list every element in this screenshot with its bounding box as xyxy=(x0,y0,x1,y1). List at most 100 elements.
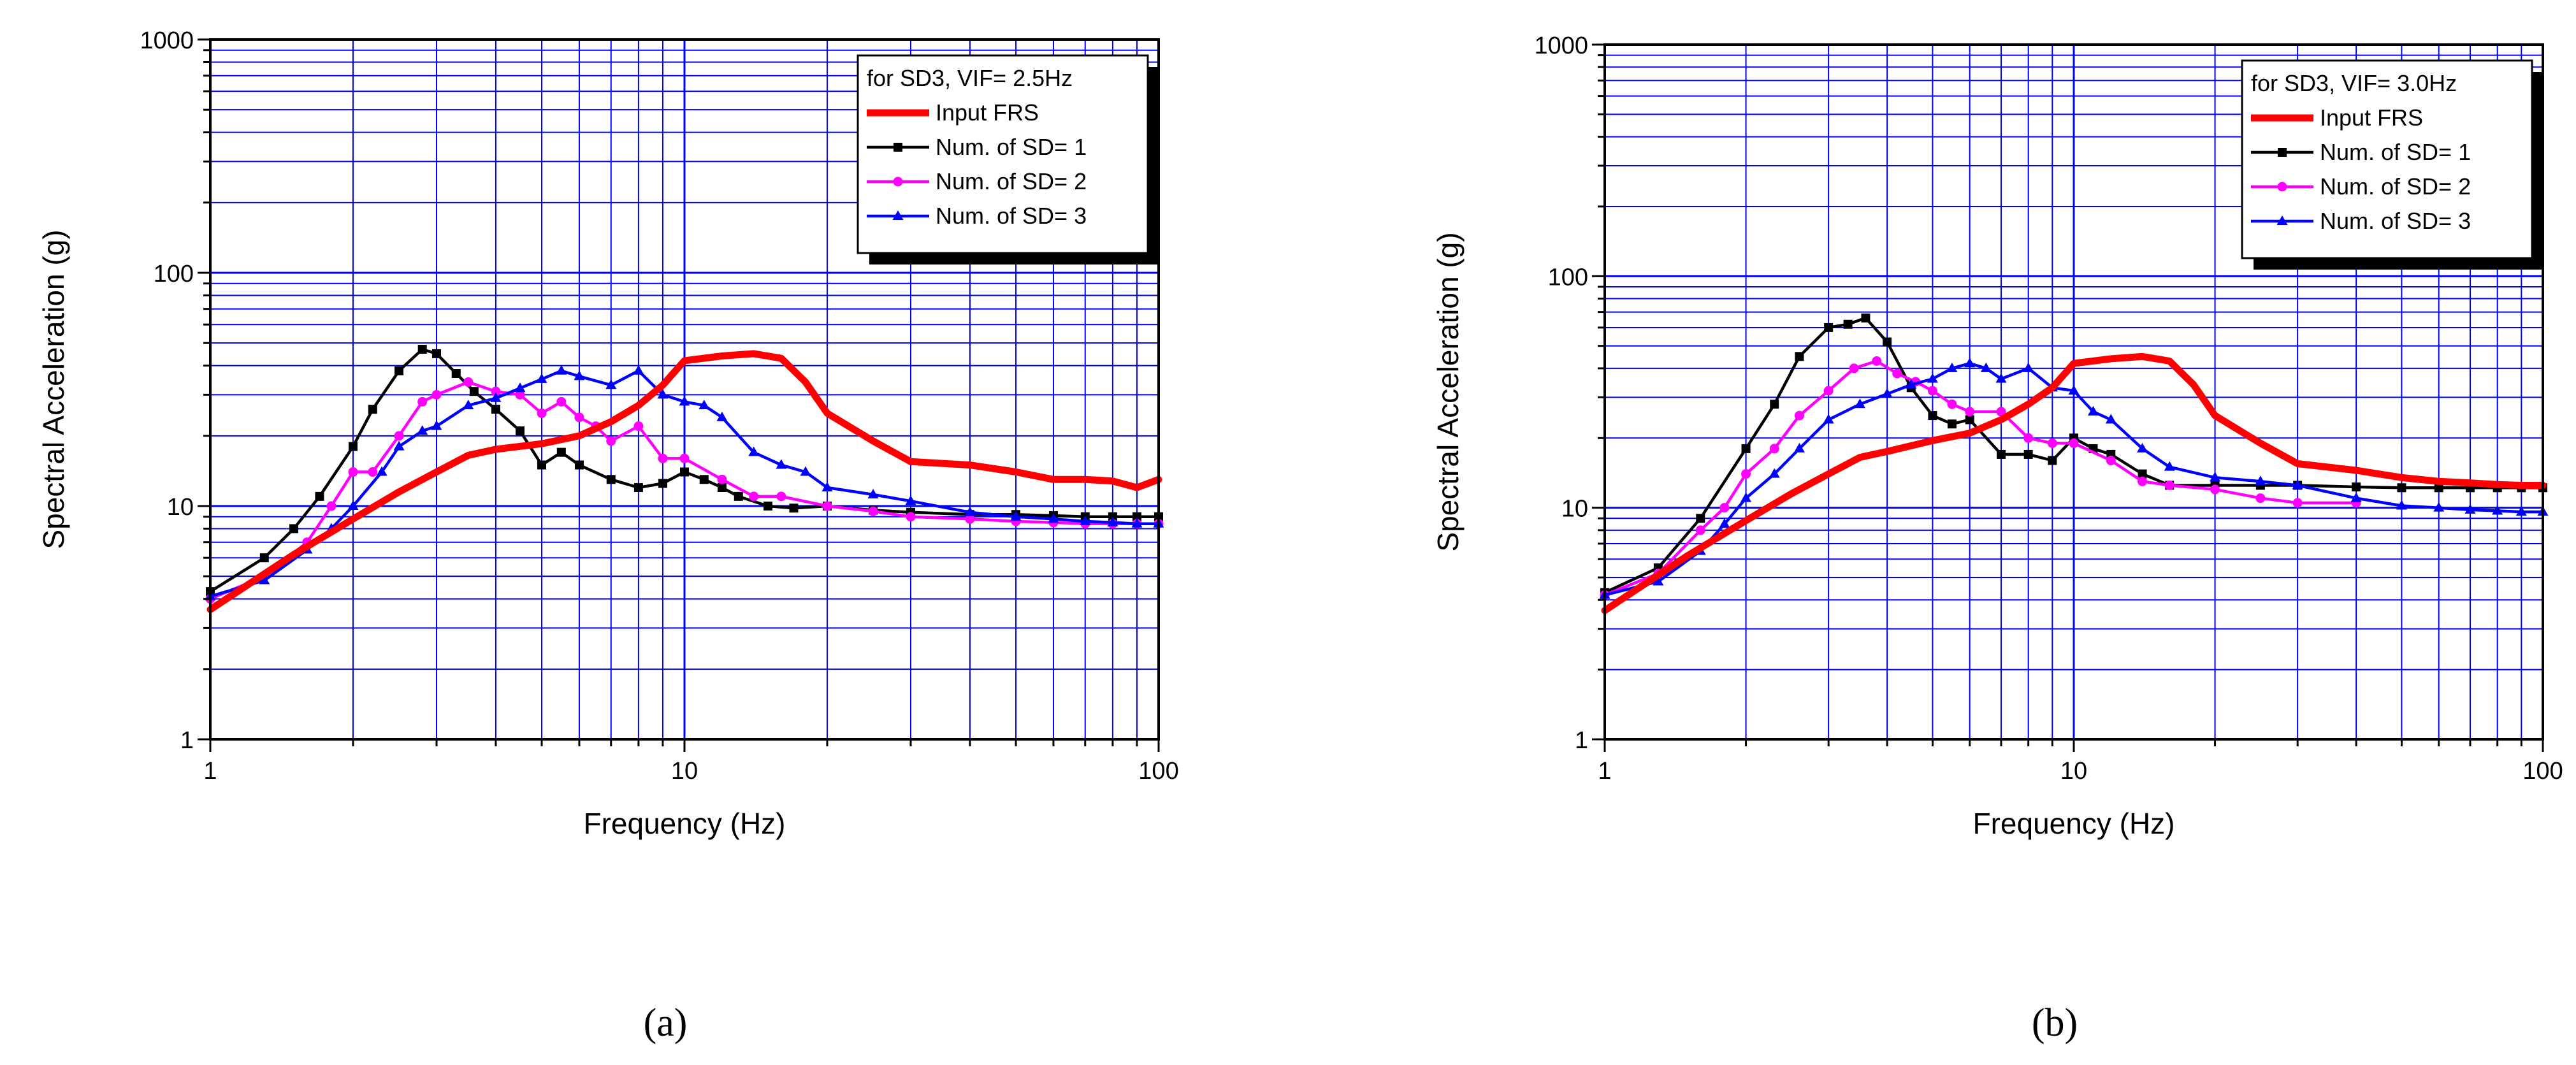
chart-a-data-point xyxy=(315,491,324,501)
chart-b-data-point xyxy=(2515,506,2527,516)
chart-b-data-point xyxy=(1947,419,1957,429)
chart-b-series-line xyxy=(1603,359,2358,597)
chart-a-data-point xyxy=(431,420,442,430)
chart-b-data-point xyxy=(2106,456,2116,466)
chart-a-data-point xyxy=(821,482,833,492)
chart-a-series xyxy=(205,345,1164,613)
chart-b-data-point xyxy=(1996,449,2006,459)
chart-a-data-point xyxy=(417,345,427,354)
chart-b-legend-title: for SD3, VIF= 3.0Hz xyxy=(2251,70,2457,96)
chart-b-data-point xyxy=(1996,407,2006,417)
chart-a-legend-marker xyxy=(893,177,903,187)
chart-a-data-point xyxy=(658,453,668,463)
chart-a-data-point xyxy=(491,386,501,396)
chart-a-data-point xyxy=(348,442,358,451)
chart-a-data-point xyxy=(789,504,799,513)
chart-b-data-point xyxy=(2434,483,2443,493)
chart-b-legend-marker xyxy=(2278,148,2287,157)
chart-a-data-point xyxy=(1048,513,1059,523)
chart-b-panel-label: (b) xyxy=(2032,1001,2078,1045)
chart-a-data-point xyxy=(658,479,667,488)
chart-b-data-point xyxy=(1695,525,1705,535)
chart-b-data-point xyxy=(1823,414,1834,424)
chart-a-data-point xyxy=(514,382,526,393)
chart-b-legend-label: Num. of SD= 2 xyxy=(2320,173,2471,199)
chart-a-panel-label: (a) xyxy=(644,1001,688,1045)
chart-a-data-point xyxy=(867,488,879,498)
chart-a-legend-title: for SD3, VIF= 2.5Hz xyxy=(867,65,1073,91)
chart-a-ytick-label: 1 xyxy=(180,727,194,754)
chart-b-xtick-label: 10 xyxy=(2060,758,2087,785)
chart-a-data-point xyxy=(469,387,479,396)
chart-b-data-point xyxy=(1740,492,1752,502)
chart-a-xtick-label: 1 xyxy=(203,758,217,785)
chart-b-data-point xyxy=(1653,576,1664,586)
chart-panel-a: 1 10 100 1 10 100 1000 Frequency (Hz) Sp… xyxy=(37,27,1179,1045)
chart-a-data-point xyxy=(717,474,727,484)
chart-b-data-point xyxy=(1928,411,1937,421)
chart-b-data-point xyxy=(1892,368,1902,379)
chart-a-data-point xyxy=(633,365,644,375)
chart-a-ytick-label: 10 xyxy=(167,494,194,521)
chart-a-data-point xyxy=(289,524,299,533)
chart-a-data-point xyxy=(1010,511,1022,521)
chart-b-data-point xyxy=(1995,373,2007,383)
chart-a-data-point xyxy=(368,467,378,477)
chart-a-data-point xyxy=(606,475,616,484)
chart-a-data-point xyxy=(734,491,743,501)
chart-b-data-point xyxy=(2087,405,2099,416)
chart-b-data-point xyxy=(2069,438,2079,448)
chart-a-data-point xyxy=(417,396,428,407)
chart-b-data-point xyxy=(2164,480,2174,490)
chart-b-data-point xyxy=(1964,358,1976,368)
chart-b-data-point xyxy=(1946,362,1958,372)
chart-b-data-point xyxy=(2255,493,2266,504)
chart-b-data-point xyxy=(1883,337,1892,347)
chart-a-data-point xyxy=(716,411,728,421)
chart-b-data-point xyxy=(1719,503,1730,513)
chart-a-data-point xyxy=(964,506,976,516)
chart-b-data-point xyxy=(1823,386,1834,396)
chart-a-data-point xyxy=(376,466,387,476)
chart-a-data-point xyxy=(348,467,358,477)
chart-a-data-point xyxy=(259,553,269,563)
chart-a-data-point xyxy=(431,389,442,400)
chart-a-data-point xyxy=(537,460,547,470)
chart-a-data-point xyxy=(800,466,811,476)
chart-b-data-point xyxy=(2396,500,2407,510)
chart-b-data-point xyxy=(1795,352,1804,361)
chart-a-data-point xyxy=(347,500,359,510)
chart-b-data-point xyxy=(2210,472,2221,482)
chart-a-legend-marker xyxy=(894,143,902,152)
chart-b-data-point xyxy=(1770,400,1779,409)
chart-a-data-point xyxy=(1108,512,1117,521)
chart-a-data-point xyxy=(368,405,377,414)
chart-b-series-line xyxy=(1603,316,2545,595)
chart-b-data-point xyxy=(1861,313,1870,322)
chart-b-data-point xyxy=(1980,362,1992,372)
chart-a-data-point xyxy=(574,412,584,423)
chart-b-data-point xyxy=(2292,479,2303,489)
chart-b-data-point xyxy=(2255,475,2266,486)
chart-b-data-point xyxy=(1843,319,1853,329)
chart-b-legend-label: Input FRS xyxy=(2320,105,2423,131)
chart-b-x-axis-title: Frequency (Hz) xyxy=(1973,807,2175,840)
chart-a-xtick-label: 100 xyxy=(1138,758,1178,785)
chart-a-data-point xyxy=(776,459,787,469)
chart-b-data-point xyxy=(2433,502,2445,512)
chart-b-data-point xyxy=(2137,442,2148,453)
chart-a-series-line xyxy=(208,369,1161,598)
chart-a-data-point xyxy=(515,426,525,436)
chart-b-data-point xyxy=(2350,492,2362,502)
chart-a-data-point xyxy=(393,440,405,451)
chart-a-data-point xyxy=(326,501,336,511)
chart-b-xtick-label: 1 xyxy=(1598,758,1611,785)
chart-b-data-point xyxy=(1927,386,1937,396)
chart-a-data-point xyxy=(606,436,616,446)
chart-a-data-point xyxy=(905,495,916,505)
chart-b-data-point xyxy=(1927,373,1938,383)
chart-b-data-point xyxy=(2464,504,2476,514)
chart-a-data-point xyxy=(763,502,773,511)
chart-a-data-point xyxy=(822,501,832,511)
